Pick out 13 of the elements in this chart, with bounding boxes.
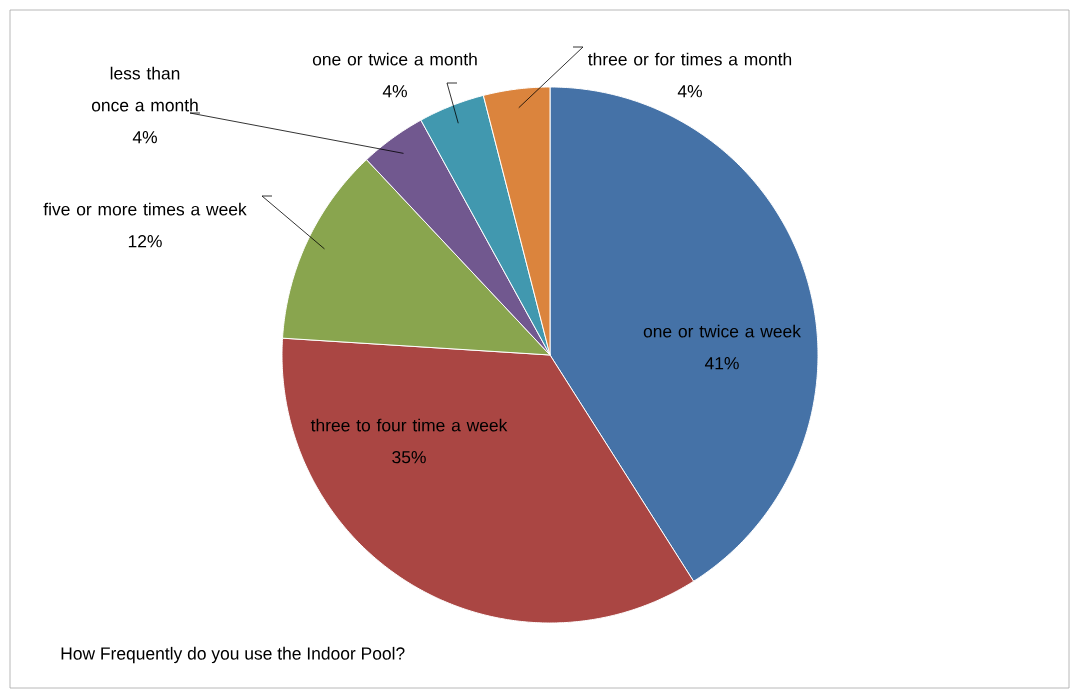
slice-label: one or twice a week (643, 324, 801, 338)
data-label: 4% (382, 85, 407, 98)
slice-label: three or for times a month (588, 52, 792, 66)
slice-label: five or more times a week (43, 202, 247, 216)
data-label: 4% (132, 131, 157, 144)
data-label: 41% (704, 357, 739, 370)
slice-label: one or twice a month (312, 52, 477, 66)
slice-label: less than once a month (91, 66, 198, 112)
data-label: 12% (128, 235, 162, 248)
data-label: 35% (392, 451, 426, 464)
data-label: 4% (677, 85, 702, 98)
text: How Frequently do you use the Indoor Pool? (61, 646, 405, 664)
slice-label: three to four time a week (310, 418, 508, 432)
